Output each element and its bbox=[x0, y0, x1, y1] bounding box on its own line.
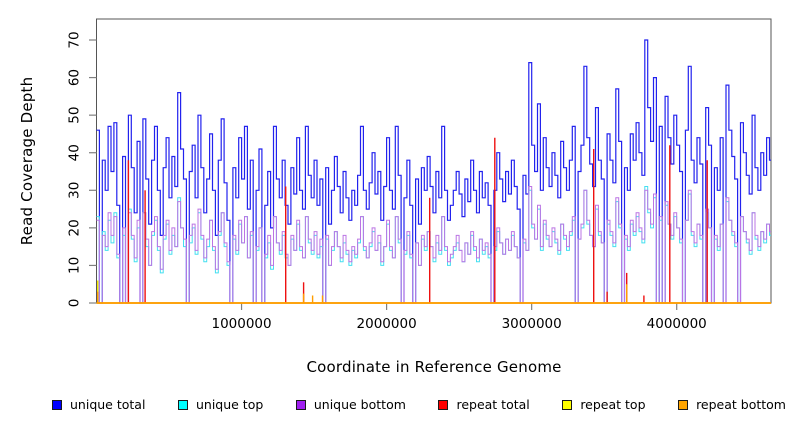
y-tick-label: 70 bbox=[67, 31, 83, 48]
legend-swatch bbox=[438, 399, 449, 410]
legend-label: repeat bottom bbox=[696, 397, 786, 412]
y-axis-title: Read Coverage Depth bbox=[18, 76, 36, 246]
series-repeat-bottom bbox=[96, 284, 771, 304]
y-tick-label: 60 bbox=[67, 69, 83, 86]
legend-swatch bbox=[295, 399, 306, 410]
series-unique-total bbox=[96, 39, 771, 304]
x-tick-label: 4000000 bbox=[647, 316, 707, 332]
y-tick-label: 40 bbox=[67, 144, 83, 161]
legend-swatch bbox=[177, 399, 188, 410]
legend-item-unique-bottom: unique bottom bbox=[295, 397, 406, 412]
legend-item-unique-top: unique top bbox=[177, 397, 264, 412]
y-tick-label: 50 bbox=[67, 107, 83, 124]
legend-swatch bbox=[52, 399, 62, 410]
x-tick-label: 3000000 bbox=[502, 316, 562, 332]
y-tick-label: 10 bbox=[67, 257, 83, 274]
x-tick-label: 1000000 bbox=[211, 316, 271, 332]
legend-item-repeat-top: repeat top bbox=[562, 397, 646, 412]
plot-canvas: 0 10 20 30 40 50 60 70 1000000 2000000 3000000 4000… bbox=[67, 18, 772, 332]
series-path bbox=[96, 186, 771, 304]
x-axis-title: Coordinate in Reference Genome bbox=[306, 358, 562, 376]
legend-item-repeat-total: repeat total bbox=[438, 397, 530, 412]
legend-label: unique bottom bbox=[313, 397, 406, 412]
x-tick-label: 2000000 bbox=[357, 316, 417, 332]
y-tick-label: 20 bbox=[67, 219, 83, 236]
series-path bbox=[96, 39, 771, 304]
legend-label: repeat top bbox=[580, 397, 646, 412]
legend-swatch bbox=[562, 399, 573, 410]
chart-legend: unique total unique top unique bottom repea… bbox=[0, 397, 792, 412]
y-tick-label: 30 bbox=[67, 182, 83, 199]
legend-label: repeat total bbox=[456, 397, 530, 412]
legend-swatch bbox=[678, 399, 689, 410]
legend-label: unique top bbox=[195, 397, 264, 412]
series-unique-bottom bbox=[96, 186, 771, 304]
y-tick-label: 0 bbox=[67, 299, 83, 308]
legend-item-unique-total: unique total bbox=[52, 397, 145, 412]
legend-label: unique total bbox=[70, 397, 146, 412]
legend-item-repeat-bottom: repeat bottom bbox=[678, 397, 786, 412]
